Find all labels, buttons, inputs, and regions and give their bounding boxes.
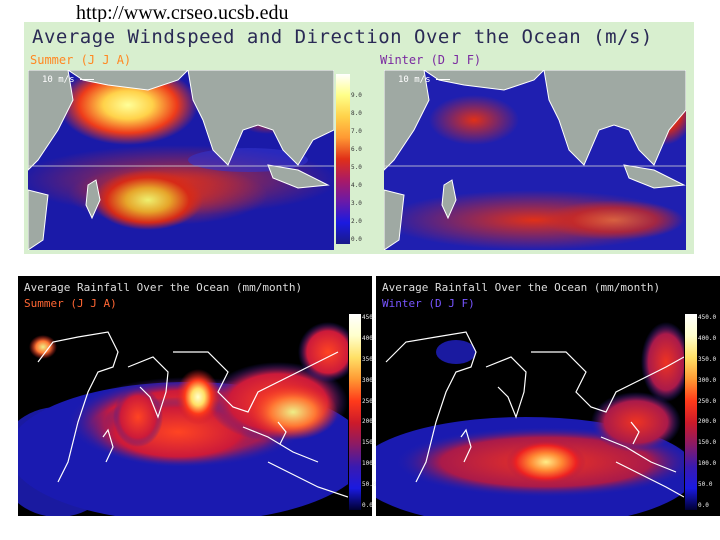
colorbar-tick-label: 50.0	[362, 481, 377, 488]
colorbar-tick-label: 150.0	[698, 439, 717, 446]
colorbar-tick-label: 300.0	[698, 377, 717, 384]
source-url: http://www.crseo.ucsb.edu	[76, 2, 289, 24]
wind-colorbar-ticks: 9.0 8.0 7.0 6.0 5.0 4.0 3.0 2.0 0.0	[350, 74, 370, 244]
colorbar-tick-label: 8.0	[351, 110, 362, 117]
rainfall-winter-title: Average Rainfall Over the Ocean (mm/mont…	[382, 281, 661, 294]
colorbar-tick-label: 2.0	[351, 218, 362, 225]
colorbar-tick-label: 350.0	[698, 356, 717, 363]
rainfall-winter-colorbar-ticks: 450.0 400.0 350.0 300.0 250.0 200.0 150.0 100.0…	[697, 314, 719, 510]
rainfall-summer-season: Summer (J J A)	[24, 297, 117, 310]
wind-summer-map-image	[28, 70, 334, 250]
rainfall-winter-season: Winter (D J F)	[382, 297, 475, 310]
wind-summer-map: 10 m/s	[28, 70, 334, 250]
wind-winter-scale-arrow-icon	[436, 79, 450, 80]
colorbar-tick-label: 0.0	[362, 502, 373, 509]
colorbar-tick-label: 250.0	[698, 398, 717, 405]
colorbar-tick-label: 0.0	[698, 502, 709, 509]
wind-winter-label: Winter (D J F)	[380, 53, 482, 67]
colorbar-tick-label: 200.0	[362, 418, 381, 425]
colorbar-tick-label: 300.0	[362, 377, 381, 384]
windspeed-title: Average Windspeed and Direction Over the…	[32, 26, 653, 48]
colorbar-tick-label: 5.0	[351, 164, 362, 171]
rainfall-winter-map-image	[376, 312, 684, 516]
rainfall-summer-panel: Average Rainfall Over the Ocean (mm/mont…	[18, 276, 380, 516]
colorbar-tick-label: 450.0	[362, 314, 381, 321]
wind-winter-scale-label: 10 m/s	[398, 75, 431, 85]
colorbar-tick-label: 450.0	[698, 314, 717, 321]
rainfall-summer-title: Average Rainfall Over the Ocean (mm/mont…	[24, 281, 303, 294]
rainfall-summer-colorbar	[349, 314, 361, 510]
colorbar-tick-label: 0.0	[351, 236, 362, 243]
colorbar-tick-label: 100.0	[698, 460, 717, 467]
colorbar-tick-label: 4.0	[351, 182, 362, 189]
colorbar-tick-label: 100.0	[362, 460, 381, 467]
wind-summer-scale-arrow-icon	[80, 79, 94, 80]
rainfall-summer-map-image	[18, 312, 348, 516]
colorbar-tick-label: 7.0	[351, 128, 362, 135]
colorbar-tick-label: 150.0	[362, 439, 381, 446]
colorbar-tick-label: 50.0	[698, 481, 713, 488]
wind-summer-label: Summer (J J A)	[30, 53, 132, 67]
wind-colorbar	[336, 74, 350, 244]
colorbar-tick-label: 400.0	[362, 335, 381, 342]
colorbar-tick-label: 350.0	[362, 356, 381, 363]
colorbar-tick-label: 6.0	[351, 146, 362, 153]
wind-winter-map-image	[384, 70, 686, 250]
colorbar-tick-label: 400.0	[698, 335, 717, 342]
rainfall-winter-panel: Average Rainfall Over the Ocean (mm/mont…	[376, 276, 720, 516]
colorbar-tick-label: 3.0	[351, 200, 362, 207]
colorbar-tick-label: 200.0	[698, 418, 717, 425]
colorbar-tick-label: 9.0	[351, 92, 362, 99]
wind-summer-scale-label: 10 m/s	[42, 75, 75, 85]
rainfall-winter-colorbar	[685, 314, 697, 510]
windspeed-panel: Average Windspeed and Direction Over the…	[24, 22, 694, 254]
wind-winter-map: 10 m/s	[384, 70, 686, 250]
rainfall-summer-colorbar-ticks: 450.0 400.0 350.0 300.0 250.0 200.0 150.0 100.0…	[361, 314, 380, 510]
colorbar-tick-label: 250.0	[362, 398, 381, 405]
